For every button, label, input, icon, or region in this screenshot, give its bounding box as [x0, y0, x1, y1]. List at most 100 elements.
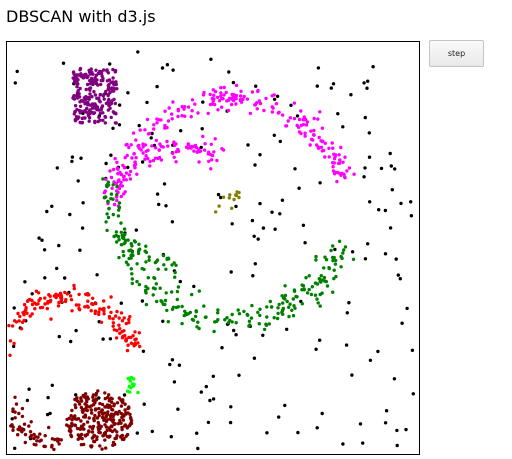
green-point [318, 304, 322, 308]
noise-point [345, 311, 349, 315]
noise-point [171, 68, 175, 72]
noise-point [384, 409, 389, 413]
maroon-point [20, 414, 25, 419]
magenta-point [248, 111, 253, 116]
magenta-point [264, 96, 268, 101]
noise-point [111, 126, 115, 130]
red-point [102, 306, 106, 311]
magenta-point [323, 155, 327, 159]
red-point [64, 298, 68, 302]
noise-point [37, 236, 41, 240]
green-point [188, 310, 192, 315]
magenta-point [128, 169, 133, 174]
noise-point [168, 362, 172, 367]
magenta-point [176, 114, 180, 119]
maroon-point [13, 416, 17, 420]
maroon-point [73, 414, 77, 418]
red-point [22, 302, 27, 307]
green-point [170, 290, 174, 294]
noise-point [275, 94, 280, 98]
green-point [322, 275, 327, 280]
noise-point [74, 328, 78, 333]
noise-point [341, 442, 345, 446]
magenta-point [303, 131, 307, 135]
maroon-point [39, 438, 43, 442]
magenta-point [262, 108, 266, 113]
maroon-point [75, 396, 79, 400]
noise-point [178, 279, 182, 284]
purple-point [101, 111, 105, 115]
red-point [128, 315, 132, 319]
green-point [122, 227, 127, 231]
green-point [144, 244, 148, 248]
red-point [98, 307, 102, 311]
noise-point [383, 252, 388, 256]
magenta-point [133, 162, 138, 167]
noise-point [363, 166, 367, 170]
magenta-point [122, 174, 126, 179]
green-point [136, 251, 141, 256]
noise-point [383, 208, 388, 213]
green-point [319, 280, 323, 284]
maroon-point [122, 437, 126, 442]
magenta-point [180, 105, 184, 109]
purple-point [101, 76, 105, 81]
magenta-point [277, 110, 281, 115]
noise-point [272, 97, 277, 101]
noise-point [246, 143, 250, 147]
red-point [33, 307, 37, 311]
green-point [317, 277, 321, 281]
purple-point [97, 115, 101, 120]
noise-point [10, 417, 14, 421]
magenta-point [317, 135, 321, 140]
magenta-point [219, 91, 223, 95]
green-point [262, 327, 267, 332]
maroon-point [80, 408, 85, 413]
red-point [97, 310, 101, 314]
green-point [293, 306, 297, 310]
maroon-point [113, 422, 117, 426]
magenta-point [270, 105, 274, 109]
maroon-point [121, 418, 126, 422]
noise-point [161, 319, 165, 323]
olive-point [237, 195, 241, 200]
green-point [334, 258, 338, 263]
red-point [91, 296, 95, 300]
noise-point [395, 443, 399, 448]
magenta-point [209, 167, 213, 171]
green-point [176, 285, 181, 289]
lime-point [128, 379, 132, 383]
noise-point [177, 363, 182, 367]
noise-point [320, 411, 324, 416]
purple-point [72, 72, 76, 76]
noise-point [23, 280, 27, 284]
green-point [117, 208, 121, 212]
maroon-point [90, 436, 95, 440]
noise-point [109, 153, 113, 157]
purple-point [99, 70, 104, 74]
olive-point [221, 195, 226, 199]
green-point [225, 316, 229, 320]
step-button[interactable]: step [429, 40, 484, 67]
noise-point [265, 431, 269, 435]
noise-point [393, 167, 397, 171]
maroon-point [52, 447, 56, 452]
magenta-point [318, 110, 322, 114]
noise-point [69, 339, 73, 344]
green-point [316, 301, 320, 305]
noise-point [261, 333, 265, 337]
noise-point [400, 321, 404, 325]
maroon-point [111, 408, 115, 412]
noise-point [289, 103, 293, 107]
magenta-point [257, 99, 261, 103]
magenta-point [194, 145, 199, 150]
red-point [109, 310, 113, 315]
magenta-point [123, 155, 127, 160]
red-point [68, 294, 73, 298]
magenta-point [337, 153, 341, 157]
purple-point [77, 92, 81, 96]
green-point [329, 248, 333, 253]
green-point [291, 297, 295, 301]
purple-point [89, 103, 93, 107]
red-point [93, 309, 98, 313]
